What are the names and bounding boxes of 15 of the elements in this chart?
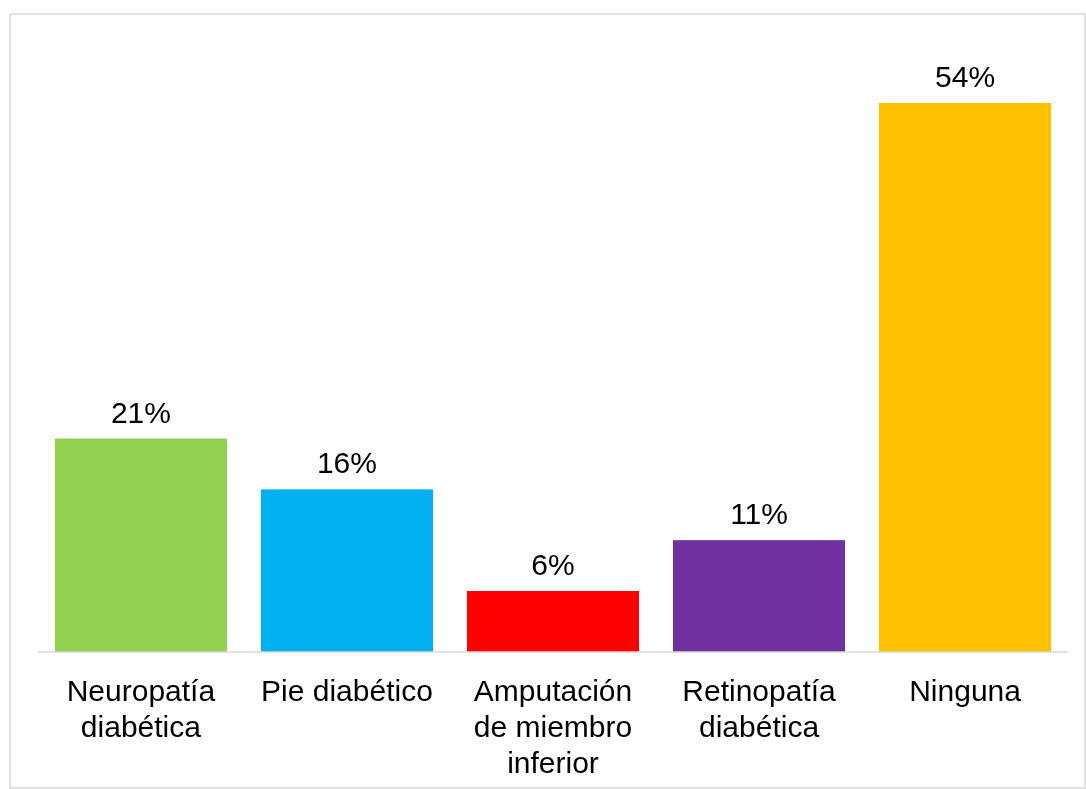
x-tick-label: Neuropatía diabética (66, 674, 216, 743)
bar (466, 591, 640, 652)
bar (54, 438, 227, 652)
x-tick-label: Retinopatía diabética (682, 674, 837, 743)
x-tick-label: Pie diabético (261, 674, 433, 707)
data-label: 21% (110, 395, 171, 429)
bar (673, 540, 846, 652)
bar (879, 103, 1052, 652)
data-label: 16% (316, 446, 377, 480)
data-label: 6% (531, 548, 575, 581)
bar (260, 489, 433, 652)
x-tick-label: Ninguna (909, 674, 1022, 707)
x-tick-label: Amputación de miembro inferior (473, 674, 633, 779)
data-label: 54% (935, 60, 996, 93)
data-label: 11% (730, 497, 788, 531)
